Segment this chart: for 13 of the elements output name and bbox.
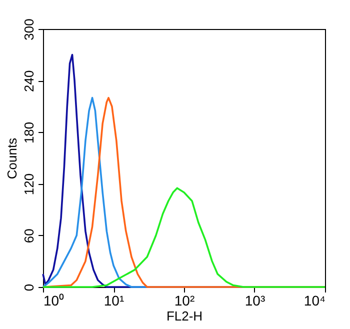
y-tick-label: 0 [22, 284, 36, 292]
y-tick-label: 180 [22, 122, 36, 144]
x-tick-label: 10³ [244, 292, 266, 308]
x-tick-label: 10² [174, 292, 195, 308]
x-tick-label: 10¹ [104, 292, 124, 308]
y-tick-label: 120 [22, 173, 36, 196]
y-axis-title: Counts [4, 137, 20, 180]
x-tick-label: 10⁴ [304, 292, 326, 308]
x-axis-title: FL2-H [166, 308, 203, 324]
y-tick-label: 60 [22, 228, 36, 244]
y-tick-label: 240 [22, 70, 36, 92]
y-tick-label: 300 [22, 18, 36, 40]
x-tick-label: 10⁰ [44, 292, 64, 308]
